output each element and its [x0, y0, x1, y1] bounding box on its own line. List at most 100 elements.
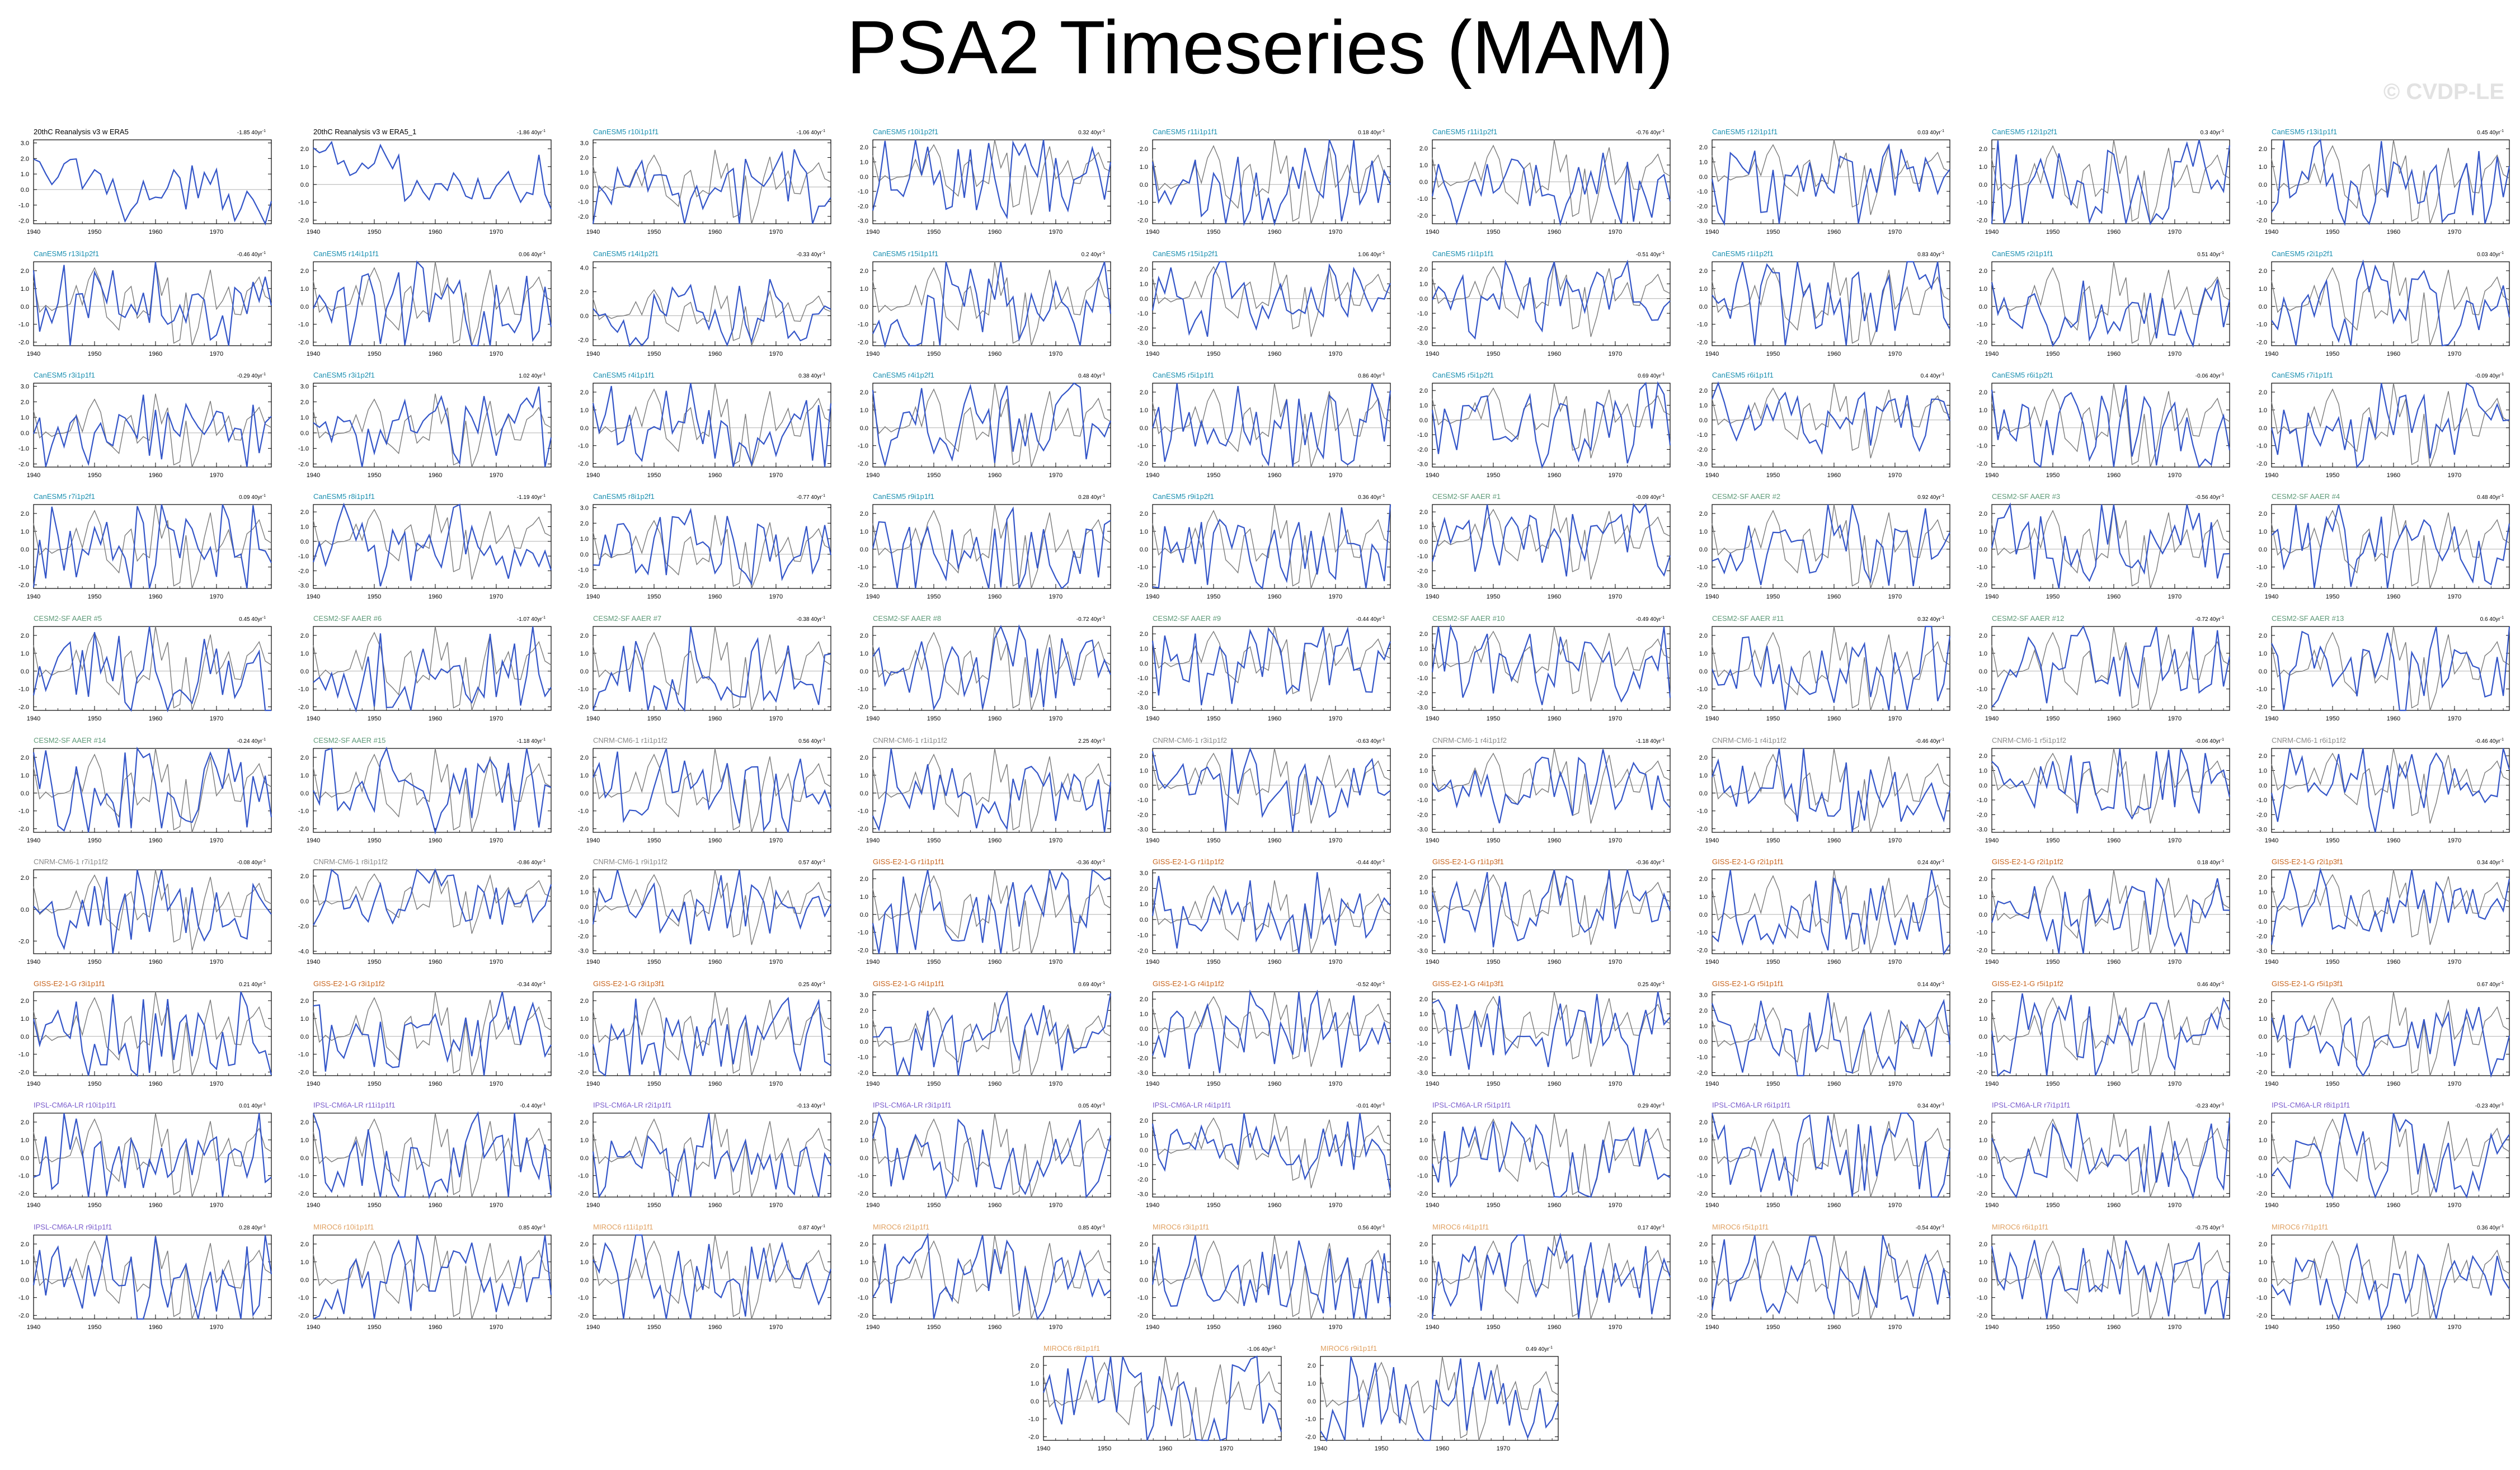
series-line [1432, 260, 1671, 340]
y-tick-label: -2.0 [578, 582, 589, 589]
panel-trend: 0.3 40yr-1 [2201, 129, 2224, 136]
x-tick-label: 1960 [1268, 1324, 1281, 1331]
y-tick-label: -1.0 [858, 1054, 868, 1061]
y-tick-label: 1.0 [1699, 529, 1708, 535]
x-tick-label: 1970 [769, 1324, 783, 1331]
x-tick-label: 1970 [2448, 1202, 2461, 1209]
y-tick-label: 2.0 [1699, 388, 1708, 394]
x-tick-label: 1960 [1827, 1202, 1841, 1209]
x-tick-label: 1960 [708, 1081, 722, 1087]
panel-frame [2271, 869, 2510, 954]
y-tick-label: 0.0 [1140, 296, 1148, 303]
panel-label: CESM2-SF AAER #11 [1712, 614, 1784, 623]
x-tick-label: 1960 [149, 1324, 162, 1331]
panel-label: IPSL-CM6A-LR r11i1p1f1 [313, 1101, 395, 1109]
x-tick-label: 1970 [490, 593, 503, 600]
panel: CanESM5 r2i1p2f1 0.03 40yr-1 2.0 1.0 0.0 -1.0… [2256, 249, 2510, 357]
panel-label: CanESM5 r7i1p2f1 [34, 492, 95, 501]
y-tick-label: -2.0 [1417, 213, 1428, 219]
x-tick-label: 1950 [2046, 959, 2060, 965]
panel-label: GISS-E2-1-G r2i1p1f1 [1712, 858, 1784, 866]
obs-series-line [1991, 1113, 2230, 1198]
x-tick-label: 1970 [1049, 1324, 1062, 1331]
y-tick-label: 1.0 [1308, 1381, 1316, 1387]
panel: CESM2-SF AAER #8 -0.72 40yr-1 2.0 1.0 0.0 -1.… [858, 614, 1112, 722]
x-tick-label: 1960 [2387, 837, 2400, 844]
panel: MIROC6 r5i1p1f1 -0.54 40yr-1 2.0 1.0 0.0 -1.0… [1697, 1223, 1951, 1331]
x-tick-label: 1960 [1827, 837, 1841, 844]
y-tick-label: -1.0 [1977, 564, 1987, 571]
panel: CESM2-SF AAER #10 -0.49 40yr-1 2.0 1.0 0.0 -1… [1417, 614, 1671, 722]
y-tick-label: 0.0 [300, 1277, 309, 1284]
x-tick-label: 1960 [1268, 837, 1281, 844]
y-tick-label: -2.0 [858, 704, 868, 711]
y-tick-label: 2.0 [860, 1007, 868, 1014]
y-tick-label: 2.0 [1031, 1363, 1039, 1369]
x-tick-label: 1940 [307, 351, 320, 357]
panel: IPSL-CM6A-LR r10i1p1f1 0.01 40yr-1 2.0 1.0 0… [18, 1101, 272, 1209]
panel-frame [593, 1235, 831, 1320]
x-tick-label: 1940 [1705, 1081, 1719, 1087]
series-line [1151, 989, 1391, 1073]
x-tick-label: 1950 [1487, 959, 1500, 965]
y-tick-label: -3.0 [1417, 340, 1428, 347]
panel-label: MIROC6 r2i1p1f1 [873, 1223, 929, 1231]
x-tick-label: 1940 [307, 959, 320, 965]
x-tick-label: 1970 [1049, 351, 1062, 357]
panel: CanESM5 r14i1p1f1 0.06 40yr-1 2.0 1.0 0.0 -1.… [298, 249, 552, 357]
y-tick-label: 0.0 [1699, 174, 1708, 181]
y-tick-label: -2.0 [578, 461, 589, 468]
x-tick-label: 1940 [1705, 229, 1719, 235]
x-tick-label: 1940 [1705, 959, 1719, 965]
x-tick-label: 1970 [490, 959, 503, 965]
y-tick-label: -2.0 [578, 933, 589, 940]
panel-trend: -0.72 40yr-1 [1076, 616, 1105, 623]
panel-label: CanESM5 r10i1p2f1 [873, 128, 938, 136]
obs-series-line [2271, 504, 2510, 589]
y-tick-label: 3.0 [21, 384, 29, 390]
y-tick-label: 1.0 [1140, 164, 1148, 171]
y-tick-label: 2.0 [21, 156, 29, 162]
panel-frame [1432, 626, 1671, 711]
panel-label: GISS-E2-1-G r2i1p3f1 [2272, 858, 2343, 866]
series-line [1320, 1356, 1559, 1442]
x-tick-label: 1970 [1329, 715, 1342, 722]
panel: CNRM-CM6-1 r4i1p1f2 -1.18 40yr-1 2.0 1.0 0.0… [1417, 736, 1671, 844]
obs-series-line [33, 1235, 272, 1320]
y-tick-label: 2.0 [580, 155, 589, 162]
y-tick-label: 0.0 [2259, 182, 2267, 189]
y-tick-label: 2.0 [300, 268, 309, 275]
y-tick-label: -1.0 [2256, 443, 2267, 450]
y-tick-label: 2.0 [1419, 145, 1428, 152]
y-tick-label: -1.0 [18, 446, 29, 453]
y-tick-label: 2.0 [1979, 753, 1987, 760]
y-tick-label: -1.0 [1417, 675, 1428, 682]
y-tick-label: 2.0 [1140, 1118, 1148, 1124]
y-tick-label: 1.0 [1699, 1137, 1708, 1144]
series-line [2271, 626, 2510, 712]
y-tick-label: 1.0 [2259, 407, 2267, 414]
obs-series-line [1991, 1235, 2230, 1320]
y-tick-label: 2.0 [300, 146, 309, 153]
obs-series-line [2271, 748, 2510, 824]
panel-label: CanESM5 r3i1p1f1 [34, 371, 95, 379]
panel-trend: -0.36 40yr-1 [1076, 859, 1105, 866]
series-line [592, 996, 831, 1077]
panel-frame [33, 1113, 272, 1198]
panel-label: CanESM5 r4i1p1f1 [593, 371, 655, 379]
x-tick-label: 1970 [490, 1202, 503, 1209]
x-tick-label: 1940 [2265, 715, 2278, 722]
panel-trend: -0.4 40yr-1 [520, 1102, 546, 1109]
panel-label: CanESM5 r14i1p2f1 [593, 249, 659, 258]
y-tick-label: -3.0 [858, 218, 868, 225]
y-tick-label: -1.0 [2256, 200, 2267, 206]
series-line [592, 149, 831, 224]
x-tick-label: 1970 [1609, 351, 1622, 357]
panel: CNRM-CM6-1 r1i1p1f2 0.56 40yr-1 2.0 1.0 0.0 -… [578, 736, 832, 844]
y-tick-label: 1.0 [1419, 281, 1428, 288]
panel-label: GISS-E2-1-G r3i1p1f2 [313, 979, 385, 988]
x-tick-label: 1970 [2448, 229, 2461, 235]
y-tick-label: 2.0 [21, 755, 29, 761]
y-tick-label: -2.0 [1977, 1069, 1987, 1076]
x-tick-label: 1970 [2168, 715, 2182, 722]
